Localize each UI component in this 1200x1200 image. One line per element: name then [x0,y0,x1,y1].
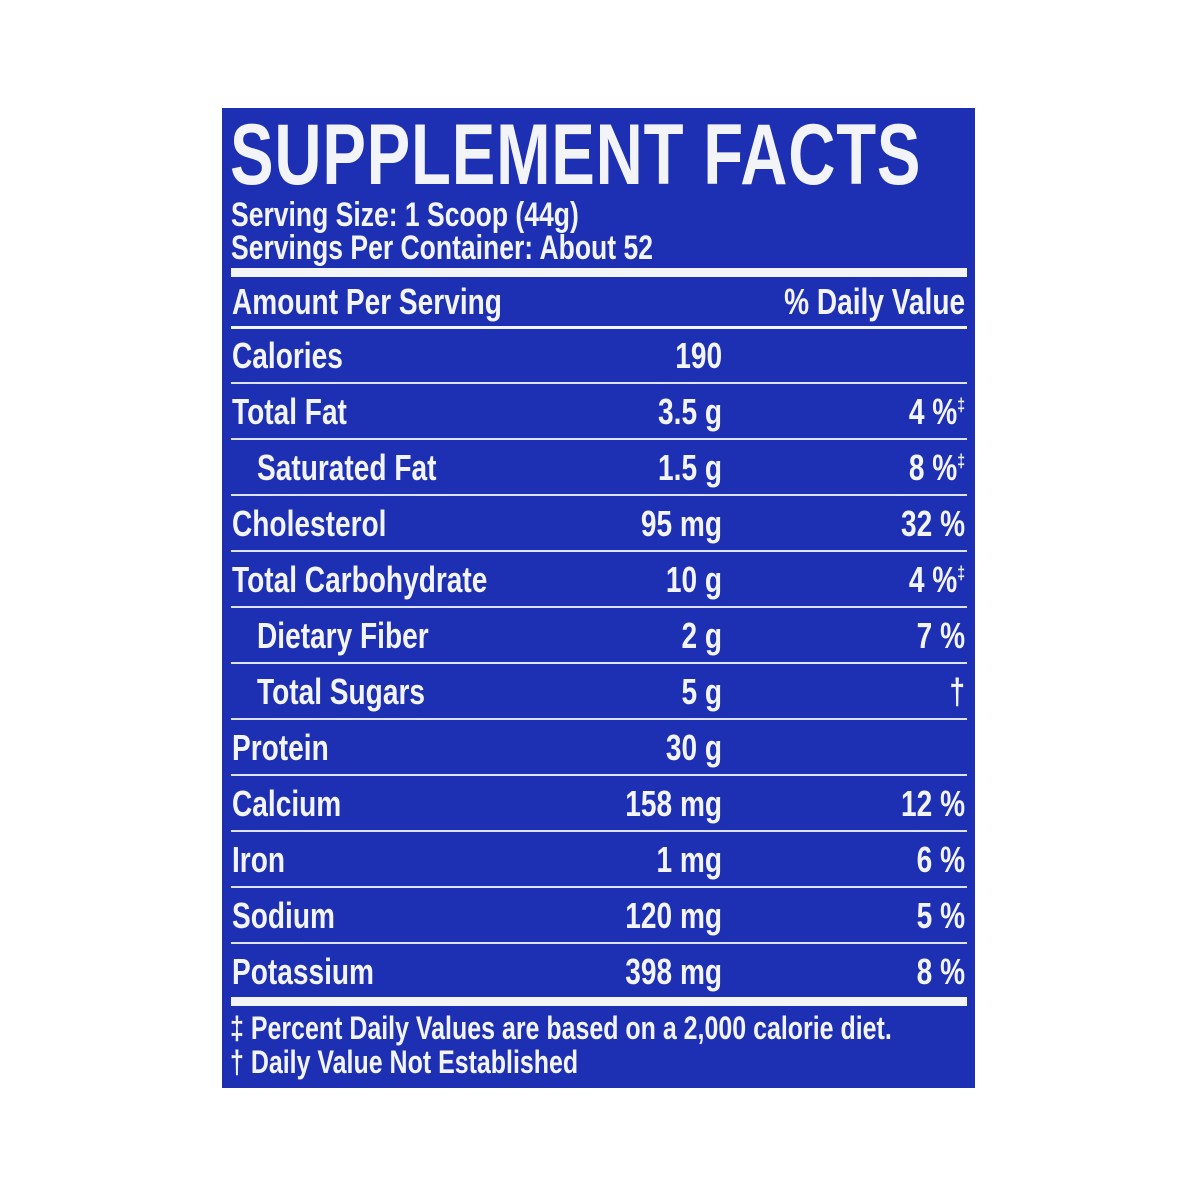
nutrient-daily-value: 4 %‡ [908,391,965,432]
nutrient-amount: 30 g [665,727,722,768]
nutrient-amount: 5 g [681,671,722,712]
nutrient-label: Calcium [232,783,342,824]
nutrient-row: Total Carbohydrate 10 g 4 %‡ [222,552,975,608]
nutrient-row: Calories 190 [222,328,975,384]
nutrient-row: Potassium 398 mg 8 % [222,944,975,1000]
nutrient-amount: 158 mg [625,783,722,824]
nutrient-row: Total Sugars 5 g † [222,664,975,720]
footnote-not-established: † Daily Value Not Established [230,1044,579,1080]
nutrient-daily-value: † [949,671,965,712]
nutrient-amount: 190 [675,335,722,376]
nutrient-daily-value: 32 % [900,503,965,544]
nutrient-amount: 95 mg [640,503,722,544]
serving-size: Serving Size: 1 Scoop (44g) [231,196,579,234]
footnote-daily-values: ‡ Percent Daily Values are based on a 2,… [230,1010,892,1046]
thick-divider [231,268,967,277]
row-divider [231,606,967,608]
nutrient-label: Potassium [232,951,375,992]
row-divider [231,494,967,496]
nutrient-row: Total Fat 3.5 g 4 %‡ [222,384,975,440]
nutrient-row: Calcium 158 mg 12 % [222,776,975,832]
row-divider [231,774,967,776]
nutrient-row: Saturated Fat 1.5 g 8 %‡ [222,440,975,496]
nutrient-row: Sodium 120 mg 5 % [222,888,975,944]
amount-per-serving-header: Amount Per Serving [232,281,502,322]
nutrient-row: Protein 30 g [222,720,975,776]
nutrient-amount: 120 mg [625,895,722,936]
servings-per-container: Servings Per Container: About 52 [231,229,653,267]
thick-divider-bottom [231,997,967,1006]
nutrient-amount: 10 g [665,559,722,600]
nutrient-amount: 1 mg [656,839,722,880]
row-divider [231,886,967,888]
nutrient-amount: 3.5 g [658,391,722,432]
nutrient-label: Iron [232,839,286,880]
nutrient-label: Cholesterol [232,503,387,544]
nutrient-row: Dietary Fiber 2 g 7 % [222,608,975,664]
row-divider [231,550,967,552]
nutrient-label: Total Fat [232,391,347,432]
nutrient-label: Dietary Fiber [257,615,429,656]
nutrient-daily-value: 8 % [916,951,965,992]
nutrient-label: Saturated Fat [257,447,437,488]
nutrient-amount: 398 mg [625,951,722,992]
nutrient-daily-value: 4 %‡ [908,559,965,600]
row-divider [231,438,967,440]
nutrient-label: Sodium [232,895,335,936]
nutrient-row: Iron 1 mg 6 % [222,832,975,888]
nutrient-row: Cholesterol 95 mg 32 % [222,496,975,552]
panel-title: SUPPLEMENT FACTS [230,107,922,203]
nutrient-daily-value: 8 %‡ [908,447,965,488]
nutrient-daily-value: 5 % [916,895,965,936]
nutrient-daily-value: 12 % [900,783,965,824]
nutrient-label: Calories [232,335,343,376]
row-divider [231,382,967,384]
nutrient-daily-value: 7 % [916,615,965,656]
daily-value-header: % Daily Value [783,281,965,322]
nutrient-daily-value: 6 % [916,839,965,880]
row-divider [231,718,967,720]
nutrient-label: Protein [232,727,329,768]
row-divider [231,942,967,944]
nutrient-amount: 1.5 g [658,447,722,488]
header-divider [231,326,967,329]
row-divider [231,662,967,664]
supplement-facts-panel: SUPPLEMENT FACTS Serving Size: 1 Scoop (… [222,108,975,1088]
nutrient-label: Total Sugars [257,671,425,712]
row-divider [231,830,967,832]
nutrient-label: Total Carbohydrate [232,559,488,600]
nutrient-amount: 2 g [681,615,722,656]
